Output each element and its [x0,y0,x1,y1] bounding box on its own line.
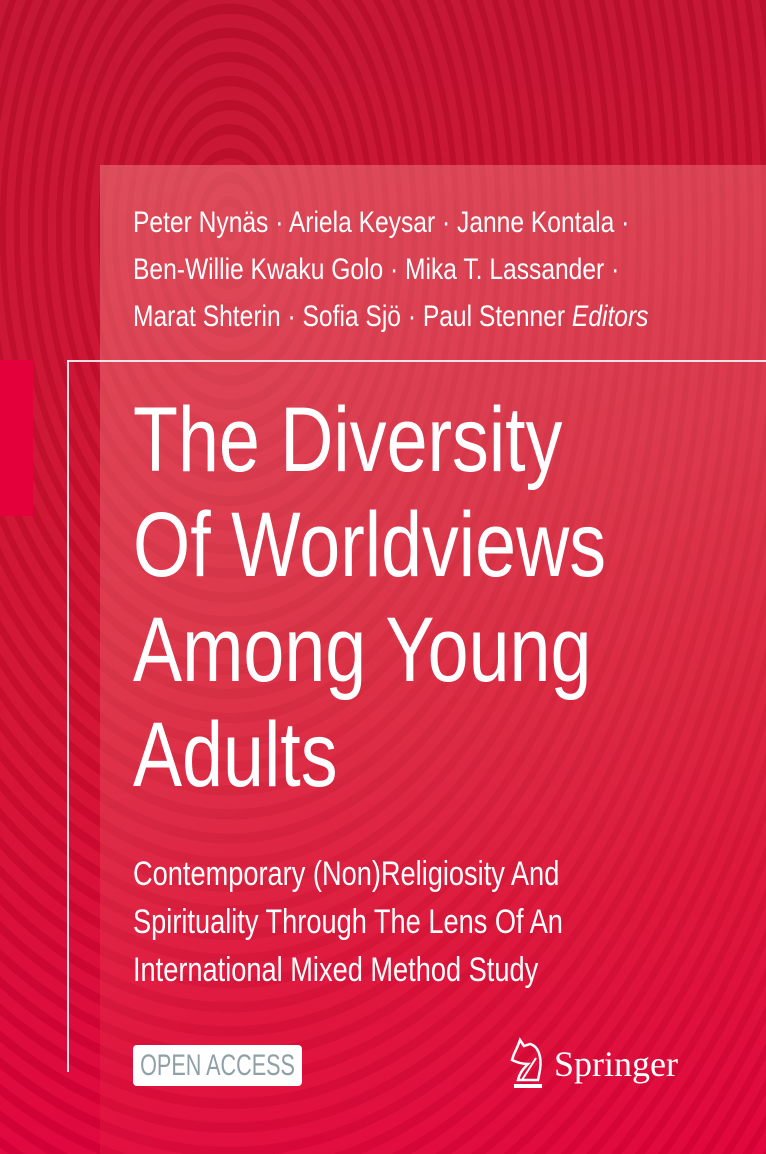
title-line: Of Worldviews [133,494,607,596]
open-access-badge: OPEN ACCESS [133,1045,302,1086]
editors-list: Peter Nynäs · Ariela Keysar · Janne Kont… [133,199,648,340]
author-line: Peter Nynäs · Ariela Keysar · Janne Kont… [133,206,630,239]
overlay-panel [100,165,766,1154]
subtitle-line: Spirituality Through The Lens Of An [133,903,563,941]
subtitle-line: Contemporary (Non)Religiosity And [133,855,560,893]
title-line: The Diversity [133,389,563,491]
subtitle-line: International Mixed Method Study [133,951,539,989]
title-line: Adults [133,704,338,806]
author-line: Ben-Willie Kwaku Golo · Mika T. Lassande… [133,253,620,286]
author-line: Marat Shterin · Sofia Sjö · Paul Stenner… [133,300,649,333]
accent-block [0,360,33,516]
publisher-name: Springer [554,1044,678,1084]
open-access-label: OPEN ACCESS [140,1048,295,1082]
title-line: Among Young [133,599,592,701]
knight-horse-icon [510,1037,542,1088]
publisher-logo: Springer [508,1036,678,1092]
book-title: The Diversity Of Worldviews Among Young … [133,388,606,808]
editors-label: Editors [571,300,649,333]
frame-line-vertical [67,360,69,1072]
frame-line-horizontal [67,360,766,362]
book-subtitle: Contemporary (Non)Religiosity And Spirit… [133,850,563,994]
